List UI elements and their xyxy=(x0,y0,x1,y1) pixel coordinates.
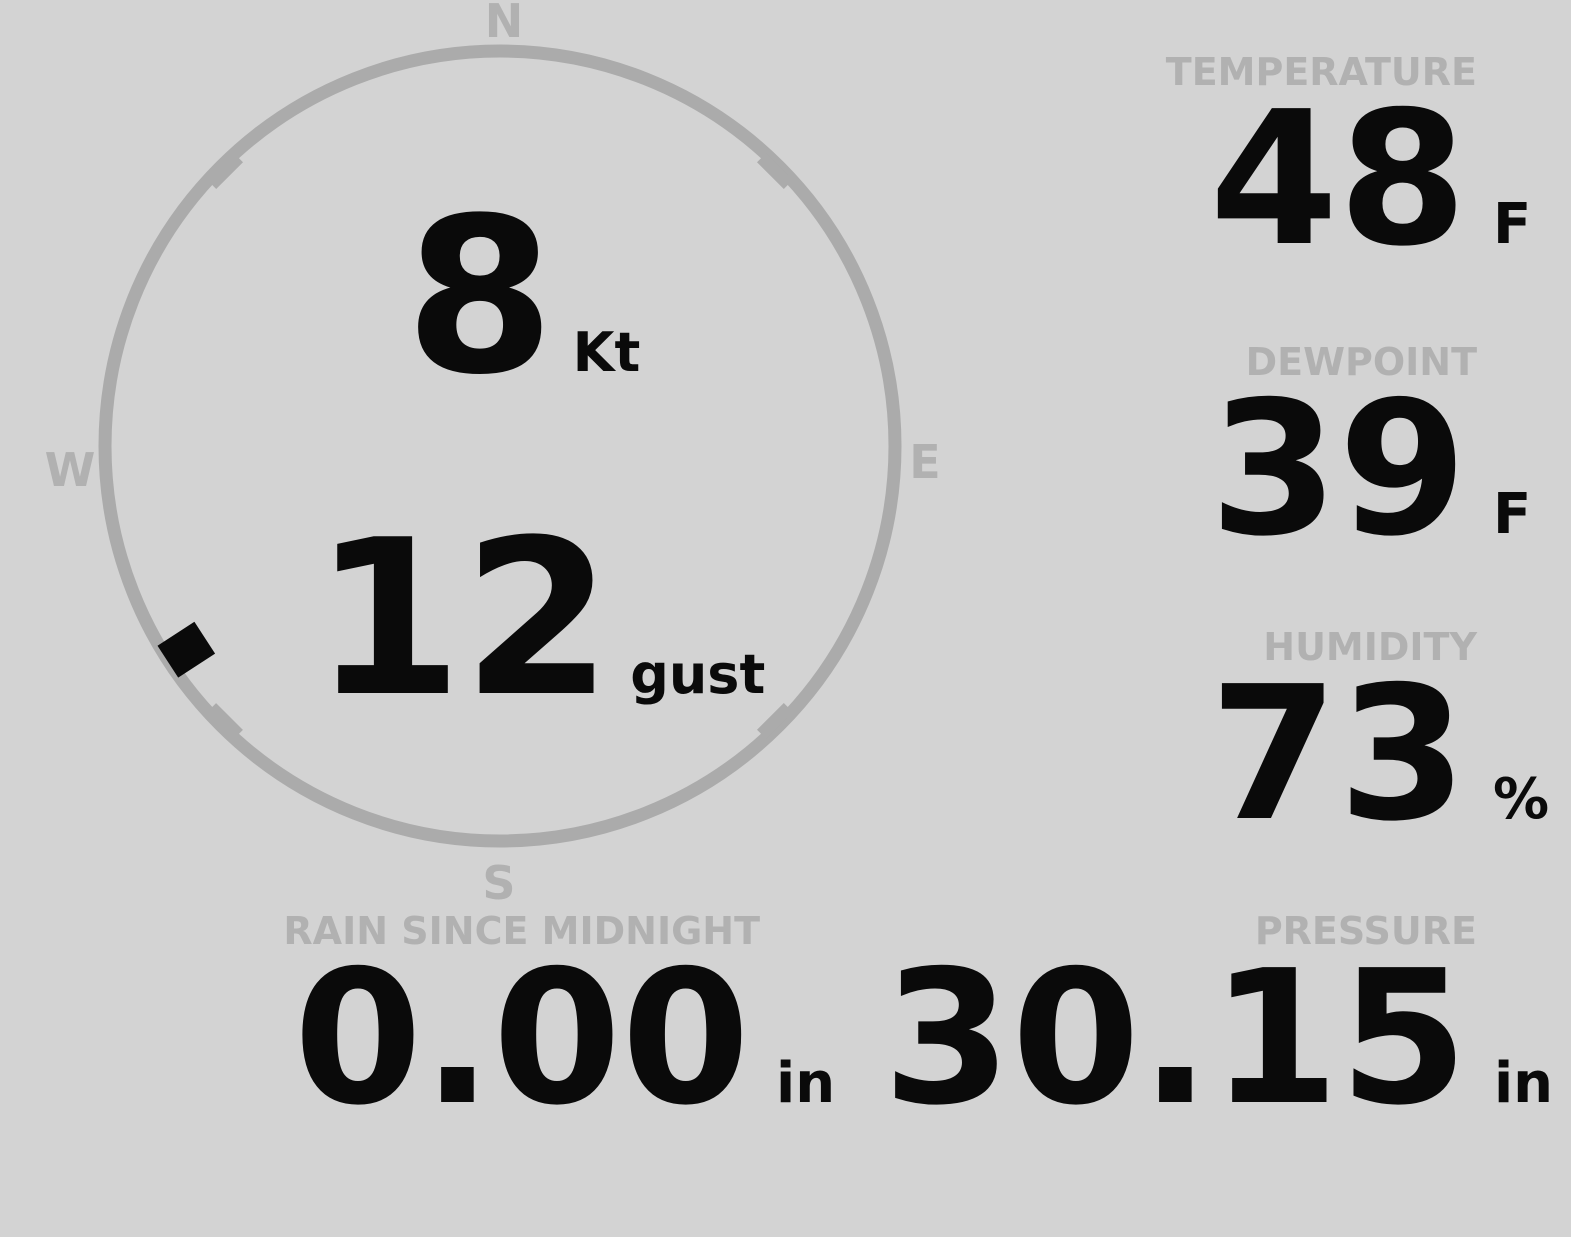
temperature-block: TEMPERATURE 48 F xyxy=(1073,53,1553,272)
temperature-unit: F xyxy=(1493,192,1532,257)
temperature-label: TEMPERATURE xyxy=(1165,50,1477,94)
compass-label-north: N xyxy=(484,0,524,48)
humidity-value: 73 xyxy=(1209,646,1467,862)
compass-label-south: S xyxy=(482,856,516,910)
compass-label-east: E xyxy=(909,435,941,489)
wind-gust-value: 12 xyxy=(313,493,613,744)
dewpoint-block: DEWPOINT 39 F xyxy=(1073,343,1553,562)
dewpoint-unit: F xyxy=(1493,482,1532,547)
rain-unit: in xyxy=(776,1051,836,1116)
compass-tick-ne-icon xyxy=(757,153,793,189)
compass-tick-sw-icon xyxy=(206,703,243,740)
dewpoint-label: DEWPOINT xyxy=(1245,340,1477,384)
pressure-block: PRESSURE 30.15 in xyxy=(883,909,1553,1131)
compass-ring-icon xyxy=(98,44,902,848)
compass-label-west: W xyxy=(44,443,96,497)
rain-block: RAIN SINCE MIDNIGHT 0.00 in xyxy=(136,912,836,1131)
humidity-label: HUMIDITY xyxy=(1263,625,1477,669)
wind-gust: 12 gust xyxy=(313,511,765,726)
wind-speed-value: 8 xyxy=(405,171,555,422)
wind-gust-unit: gust xyxy=(630,643,766,706)
pressure-unit: in xyxy=(1493,1051,1553,1116)
rain-value: 0.00 xyxy=(293,930,750,1146)
compass-tick-nw-icon xyxy=(207,153,243,189)
humidity-block: HUMIDITY 73 % xyxy=(1073,628,1553,847)
compass-tick-se-icon xyxy=(757,703,793,739)
humidity-unit: % xyxy=(1493,767,1550,832)
temperature-value: 48 xyxy=(1209,71,1467,287)
wind-speed-unit: Kt xyxy=(572,321,641,384)
dewpoint-value: 39 xyxy=(1209,361,1467,577)
wind-compass xyxy=(98,44,902,848)
wind-speed: 8 Kt xyxy=(405,189,640,404)
wind-direction-marker-icon xyxy=(157,621,216,678)
pressure-label: PRESSURE xyxy=(1254,909,1477,953)
pressure-value: 30.15 xyxy=(882,930,1468,1146)
rain-label: RAIN SINCE MIDNIGHT xyxy=(283,909,760,953)
